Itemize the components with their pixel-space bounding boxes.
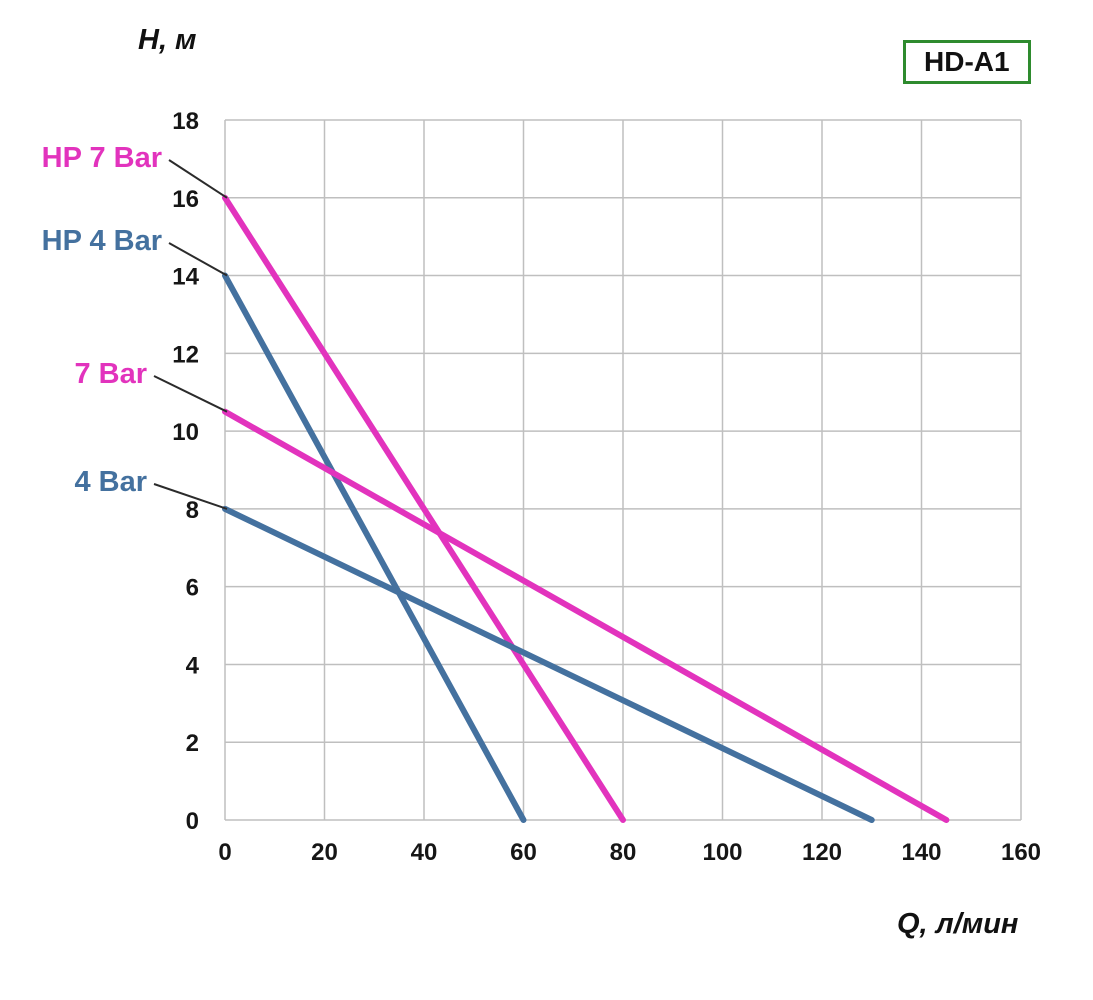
- label-connector-line: [168, 159, 228, 199]
- label-connector-line: [168, 242, 228, 277]
- model-badge: HD-A1: [903, 40, 1031, 84]
- series-line-7-bar: [222, 408, 950, 823]
- x-tick-label: 160: [1001, 839, 1041, 866]
- x-tick-label: 120: [802, 839, 842, 866]
- y-axis-title: H, м: [138, 24, 197, 56]
- y-tick-label: 12: [172, 341, 199, 368]
- x-tick-label: 80: [610, 839, 637, 866]
- label-connector-line: [153, 375, 228, 413]
- y-tick-label: 10: [172, 419, 199, 446]
- series-label-hp-7-bar: HP 7 Bar: [42, 142, 162, 174]
- series-line-hp-7-bar: [222, 194, 626, 823]
- x-tick-label: 0: [218, 839, 231, 866]
- y-tick-label: 14: [172, 264, 199, 291]
- x-tick-label: 60: [510, 839, 537, 866]
- x-tick-label: 140: [901, 839, 941, 866]
- y-tick-label: 8: [186, 497, 199, 524]
- y-tick-label: 4: [186, 652, 200, 679]
- series-label-hp-4-bar: HP 4 Bar: [42, 225, 162, 257]
- y-tick-label: 18: [172, 108, 199, 135]
- label-connector-line: [153, 483, 228, 510]
- y-tick-label: 0: [186, 808, 199, 835]
- x-tick-label: 40: [411, 839, 438, 866]
- series-label-7-bar: 7 Bar: [74, 358, 147, 390]
- x-tick-label: 20: [311, 839, 338, 866]
- x-axis-title: Q, л/мин: [897, 908, 1019, 940]
- y-tick-label: 16: [172, 186, 199, 213]
- y-tick-label: 6: [186, 575, 199, 602]
- series-line-4-bar: [222, 505, 875, 823]
- series-label-4-bar: 4 Bar: [74, 466, 147, 498]
- x-tick-label: 100: [702, 839, 742, 866]
- series-line-hp-4-bar: [222, 272, 527, 823]
- y-tick-label: 2: [186, 730, 199, 757]
